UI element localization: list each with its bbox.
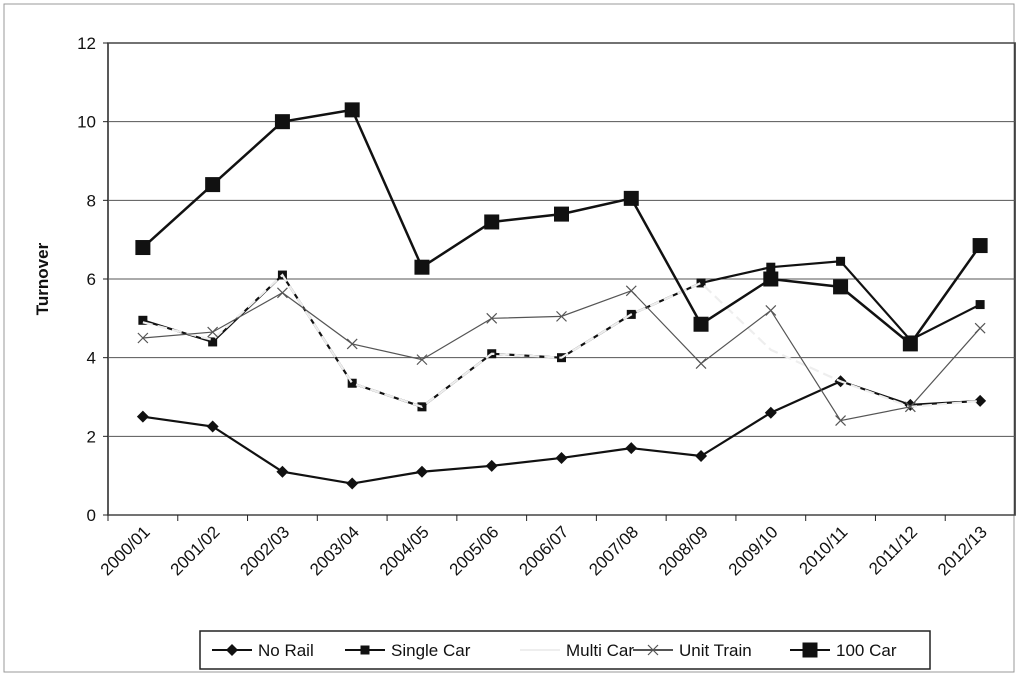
marker xyxy=(802,642,818,658)
x-tick-label: 2010/11 xyxy=(795,522,851,578)
y-tick-label: 8 xyxy=(87,191,96,210)
marker xyxy=(974,322,986,334)
marker xyxy=(765,305,777,316)
marker xyxy=(554,206,569,222)
marker xyxy=(274,114,290,130)
marker xyxy=(763,271,779,287)
frame xyxy=(3,3,1015,673)
marker xyxy=(695,450,708,462)
x-tick-label: 2011/12 xyxy=(865,522,921,578)
series-line xyxy=(142,380,981,485)
x-tick-label: 2001/02 xyxy=(167,522,224,579)
marker xyxy=(135,240,151,256)
x-tick-label: 2008/09 xyxy=(655,522,712,579)
marker xyxy=(556,310,567,322)
marker xyxy=(835,415,847,427)
marker xyxy=(360,645,370,655)
marker xyxy=(836,256,846,266)
marker xyxy=(347,378,357,388)
marker xyxy=(623,190,639,206)
marker xyxy=(206,420,219,433)
marker xyxy=(226,644,238,656)
marker xyxy=(138,315,148,325)
marker xyxy=(696,278,706,288)
marker xyxy=(276,287,288,299)
marker xyxy=(484,214,500,230)
x-tick-label: 2005/06 xyxy=(446,522,503,579)
marker xyxy=(904,398,917,411)
marker xyxy=(975,300,985,310)
marker xyxy=(416,354,428,366)
y-tick-label: 6 xyxy=(87,270,96,289)
marker xyxy=(766,262,776,272)
y-tick-label: 4 xyxy=(87,349,96,368)
marker xyxy=(485,459,498,472)
legend-label: No Rail xyxy=(258,641,314,660)
marker xyxy=(764,406,777,419)
y-tick-label: 2 xyxy=(87,427,96,446)
legend-label: Unit Train xyxy=(679,641,752,660)
marker xyxy=(695,358,707,369)
marker xyxy=(647,644,659,656)
marker xyxy=(902,336,918,352)
marker xyxy=(346,338,358,350)
x-tick-label: 2006/07 xyxy=(515,522,572,579)
series-line xyxy=(142,108,982,346)
marker xyxy=(137,332,149,344)
x-tick-label: 2003/04 xyxy=(306,522,363,579)
marker xyxy=(276,465,289,478)
legend-label: Multi Car xyxy=(566,641,634,660)
legend-label: Single Car xyxy=(391,641,471,660)
marker xyxy=(625,442,638,455)
marker xyxy=(415,465,428,478)
x-tick-label: 2009/10 xyxy=(725,522,782,579)
marker xyxy=(208,337,218,347)
marker xyxy=(555,451,568,464)
marker xyxy=(414,259,430,275)
y-tick-label: 12 xyxy=(77,34,96,53)
marker xyxy=(833,279,849,295)
x-tick-label: 2004/05 xyxy=(376,522,433,579)
marker xyxy=(136,410,149,423)
marker xyxy=(625,285,637,297)
y-tick-label: 10 xyxy=(77,113,96,132)
marker xyxy=(207,326,219,338)
legend-label: 100 Car xyxy=(836,641,897,660)
series-line xyxy=(142,273,981,409)
marker xyxy=(693,316,709,332)
x-tick-label: 2002/03 xyxy=(236,522,293,579)
marker xyxy=(486,312,498,324)
marker xyxy=(344,102,360,118)
marker xyxy=(346,477,359,490)
marker xyxy=(974,394,987,407)
marker xyxy=(904,401,916,413)
x-tick-label: 2012/13 xyxy=(934,522,991,579)
marker xyxy=(972,238,988,254)
y-tick-label: 0 xyxy=(87,506,96,525)
y-axis-label: Turnover xyxy=(33,242,52,315)
x-tick-label: 2000/01 xyxy=(97,522,154,579)
x-tick-label: 2007/08 xyxy=(585,522,642,579)
legend xyxy=(199,630,931,670)
marker xyxy=(205,177,221,193)
